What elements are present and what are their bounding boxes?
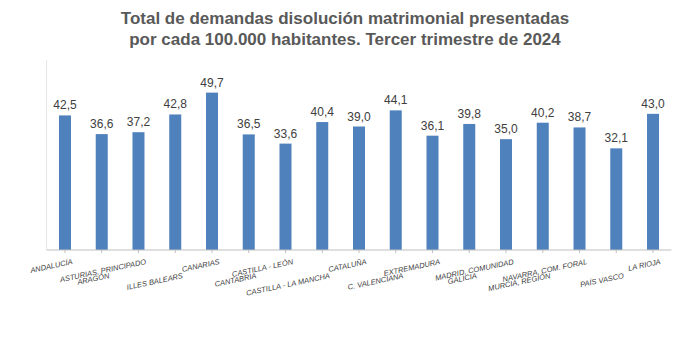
data-label: 49,7	[200, 76, 224, 90]
x-tick-label: EXTREMADURA	[383, 257, 441, 278]
x-tick	[506, 250, 507, 253]
x-tick	[64, 250, 65, 253]
x-tick	[616, 250, 617, 253]
title: Total de demandas disolución matrimonial…	[121, 9, 569, 49]
x-tick	[248, 250, 249, 253]
bar	[279, 144, 291, 250]
bar	[353, 127, 365, 251]
bar	[610, 148, 622, 250]
data-label: 38,7	[568, 110, 592, 124]
x-tick-label: ASTURIAS, PRINCIPADO	[58, 257, 147, 284]
bar	[243, 134, 255, 250]
data-label: 35,0	[494, 122, 518, 136]
data-label: 43,0	[641, 97, 665, 111]
data-label: 40,4	[311, 105, 335, 119]
bar	[132, 132, 144, 250]
x-tick	[175, 250, 176, 253]
bar	[206, 93, 218, 250]
x-tick	[138, 250, 139, 253]
title-line: por cada 100.000 habitantes. Tercer trim…	[129, 30, 561, 49]
bar	[96, 134, 108, 250]
x-tick-label: PAÍS VASCO	[579, 271, 625, 289]
data-label: 33,6	[274, 127, 298, 141]
data-label: 39,0	[347, 110, 371, 124]
x-tick	[395, 250, 396, 253]
bar	[647, 114, 659, 250]
x-tick-label: ANDALUCÍA	[29, 257, 74, 275]
x-tick-label: CATALUÑA	[327, 257, 367, 274]
x-tick-label: CANARIAS	[181, 257, 220, 274]
bar	[574, 127, 586, 250]
bar	[316, 122, 328, 250]
x-tick	[359, 250, 360, 253]
x-tick	[653, 250, 654, 253]
bar	[500, 139, 512, 250]
x-tick	[432, 250, 433, 253]
bar	[463, 124, 475, 250]
x-tick	[322, 250, 323, 253]
x-tick-label: NAVARRA, COM. FORAL	[502, 257, 588, 284]
data-label: 37,2	[127, 115, 151, 129]
data-label: 40,2	[531, 106, 555, 120]
bar	[390, 110, 402, 250]
data-label: 42,8	[164, 97, 188, 111]
y-axis	[46, 60, 47, 250]
chart: Total de demandas disolución matrimonial…	[0, 0, 690, 343]
x-tick	[542, 250, 543, 253]
x-tick	[469, 250, 470, 253]
bar	[59, 115, 71, 250]
x-tick	[101, 250, 102, 253]
x-tick-label: CASTILLA - LA MANCHA	[245, 271, 330, 298]
x-tick-label: LA RIOJA	[627, 257, 661, 273]
x-tick	[579, 250, 580, 253]
data-label: 42,5	[53, 98, 77, 112]
bar	[169, 114, 181, 250]
data-label: 44,1	[384, 93, 408, 107]
bar	[427, 136, 439, 250]
data-label: 32,1	[605, 131, 629, 145]
data-label: 36,1	[421, 119, 445, 133]
bars	[59, 93, 659, 250]
x-tick	[285, 250, 286, 253]
data-label: 36,5	[237, 117, 261, 131]
data-label: 39,8	[458, 107, 482, 121]
title-line: Total de demandas disolución matrimonial…	[121, 9, 569, 28]
x-tick-label: CASTILLA - LEÓN	[231, 257, 294, 279]
x-tick	[211, 250, 212, 253]
x-tick-label: ILLES BALEARS	[126, 271, 184, 292]
bar	[537, 123, 549, 250]
data-label: 36,6	[90, 117, 114, 131]
